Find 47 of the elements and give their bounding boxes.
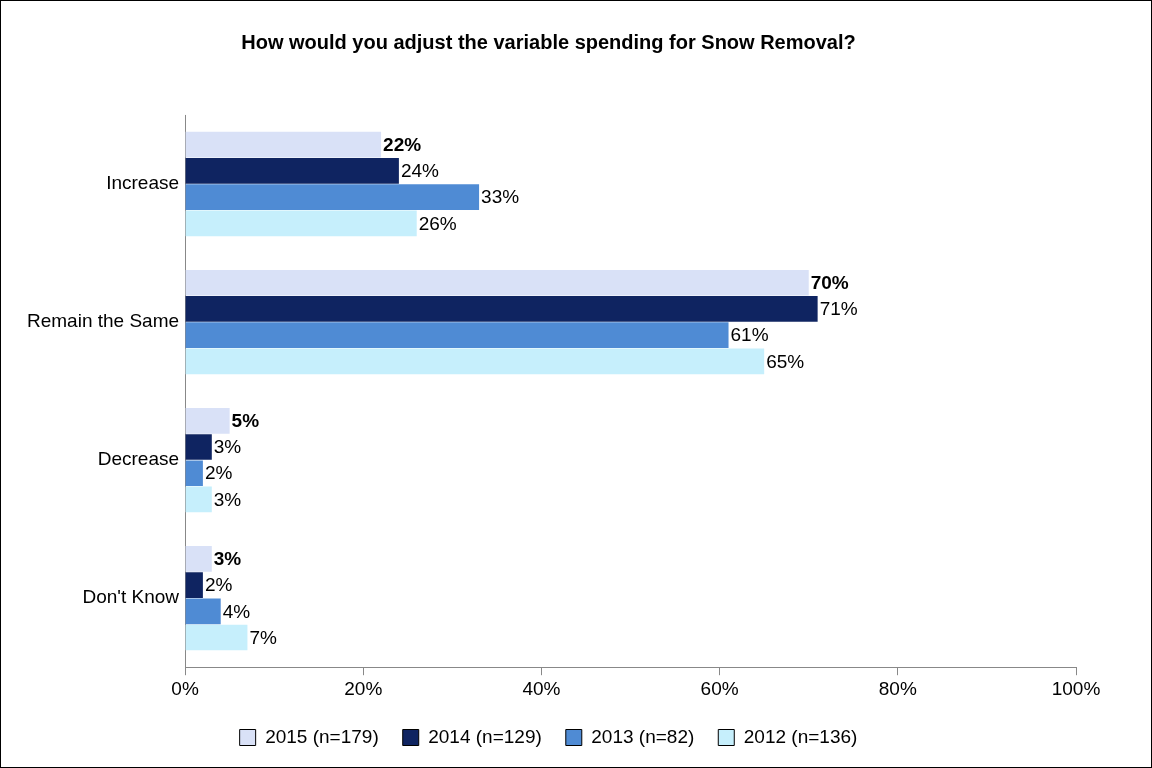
legend-label: 2013 (n=82) (591, 725, 695, 747)
y-tick-label: Don't Know (82, 586, 180, 608)
bar (185, 486, 212, 513)
data-label: 4% (222, 600, 251, 622)
y-tick-label: Remain the Same (27, 310, 180, 332)
bar (185, 184, 480, 210)
data-label: 33% (481, 186, 520, 208)
bar (185, 131, 382, 158)
x-tick-label: 20% (344, 677, 383, 699)
bar (185, 460, 203, 487)
bar (185, 545, 212, 572)
bar (185, 598, 221, 625)
bar (185, 269, 809, 296)
data-label: 26% (418, 212, 457, 234)
bar (185, 407, 230, 434)
x-tick-label: 100% (1051, 677, 1101, 699)
data-label: 5% (231, 410, 260, 432)
bar (185, 158, 399, 184)
x-tick-label: 60% (700, 677, 739, 699)
bar (185, 624, 248, 651)
data-label: 3% (213, 548, 242, 570)
bar (185, 296, 818, 322)
x-tick-label: 80% (878, 677, 917, 699)
x-tick-label: 40% (522, 677, 561, 699)
y-tick-label: Increase (106, 172, 180, 194)
data-label: 3% (213, 436, 242, 458)
data-label: 2% (204, 574, 233, 596)
data-label: 7% (249, 626, 278, 648)
bar (185, 434, 212, 460)
legend-label: 2012 (n=136) (743, 725, 858, 747)
x-tick-label: 0% (171, 677, 199, 699)
data-label: 24% (400, 160, 440, 182)
data-label: 70% (810, 271, 849, 293)
data-label: 3% (213, 488, 242, 510)
legend-label: 2015 (n=179) (265, 725, 379, 747)
data-label: 2% (204, 462, 233, 484)
y-tick-label: Decrease (97, 448, 180, 470)
legend-label: 2014 (n=129) (428, 725, 542, 747)
chart-title: How would you adjust the variable spending for Snow Removal? (241, 30, 856, 53)
data-label: 22% (383, 133, 422, 155)
data-label: 61% (730, 324, 769, 346)
bar (185, 322, 729, 349)
data-label: 65% (766, 350, 805, 372)
data-label: 71% (819, 298, 858, 320)
bar (185, 348, 765, 375)
bar (185, 210, 417, 237)
bar (185, 572, 203, 598)
